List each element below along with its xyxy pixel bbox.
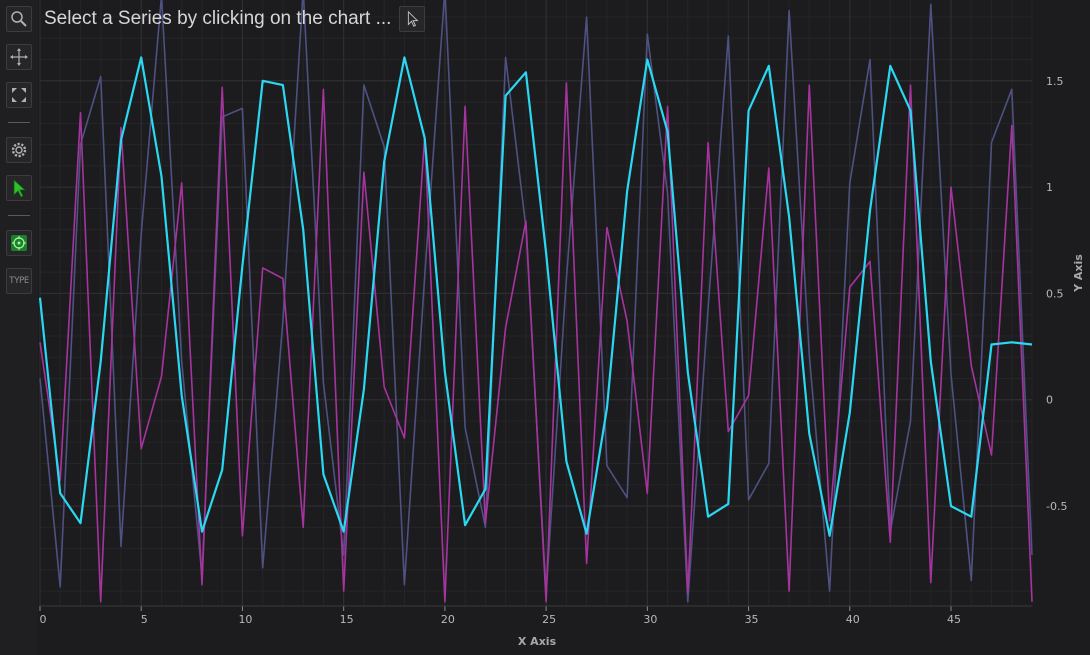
x-tick-label: 15 [340, 613, 354, 626]
plot-background [40, 0, 1032, 606]
cursor-mode-button[interactable] [399, 6, 426, 32]
pan-icon [10, 48, 28, 66]
type-button[interactable]: TYPE [6, 268, 32, 294]
x-tick-label: 40 [846, 613, 860, 626]
x-axis-title: X Axis [518, 635, 557, 648]
chart-title: Select a Series by clicking on the chart… [44, 8, 392, 29]
settings-icon [11, 142, 27, 158]
y-tick-label: 0.5 [1046, 287, 1064, 300]
x-tick-label: 45 [947, 613, 961, 626]
cursor-icon [408, 10, 420, 27]
x-axis-ticks: 0 5 10 15 20 25 30 35 40 45 [39, 606, 961, 626]
grid-lines [39, 0, 1033, 606]
y-tick-label: 1 [1046, 181, 1053, 194]
crosshair-icon [11, 235, 27, 251]
x-tick-label: 5 [141, 613, 148, 626]
y-tick-label: -0.5 [1046, 500, 1067, 513]
crosshair-button[interactable] [6, 230, 32, 256]
x-tick-label: 30 [643, 613, 657, 626]
y-axis-ticks: -0.5 0 0.5 1 1.5 [1046, 75, 1067, 513]
x-tick-label: 35 [745, 613, 759, 626]
x-tick-label: 0 [40, 613, 47, 626]
toolbar-separator [8, 122, 30, 123]
x-tick-label: 25 [542, 613, 556, 626]
pan-button[interactable] [6, 44, 32, 70]
series-group[interactable] [38, 0, 1033, 603]
zoom-icon [11, 11, 27, 27]
series-line-3[interactable] [38, 56, 1033, 537]
chart-toolbar: TYPE [0, 0, 38, 655]
y-axis-title: Y Axis [1072, 254, 1085, 293]
x-tick-label: 10 [238, 613, 252, 626]
zoom-button[interactable] [6, 6, 32, 32]
type-icon: TYPE [9, 276, 29, 286]
series-line-2[interactable] [39, 82, 1033, 603]
settings-button[interactable] [6, 137, 32, 163]
chart-title-bar: Select a Series by clicking on the chart… [44, 4, 426, 34]
series-select-cursor-icon [13, 179, 27, 198]
series-select-button[interactable] [6, 175, 32, 201]
y-tick-label: 0 [1046, 394, 1053, 407]
x-tick-label: 20 [441, 613, 455, 626]
y-tick-label: 1.5 [1046, 75, 1064, 88]
toolbar-separator [8, 215, 30, 216]
zoom-extents-icon [12, 88, 26, 102]
zoom-extents-button[interactable] [6, 82, 32, 108]
